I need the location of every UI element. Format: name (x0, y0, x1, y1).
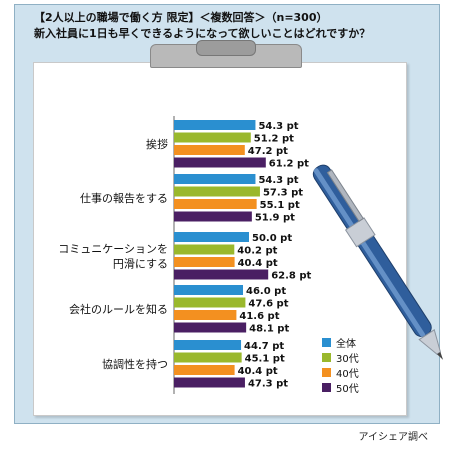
category-label-reporting: 仕事の報告をする (80, 192, 168, 205)
bar-greeting-overall (174, 120, 256, 130)
value-label-company-rules-50s: 48.1 pt (249, 324, 289, 335)
bar-communication-40s (174, 257, 235, 267)
legend-item-overall: 全体 (322, 335, 359, 350)
bar-cooperation-30s (174, 352, 242, 363)
bar-reporting-30s (174, 186, 260, 197)
bar-company-rules-50s (174, 322, 247, 333)
legend-label-40s: 40代 (336, 369, 359, 380)
value-label-reporting-overall: 54.3 pt (258, 175, 298, 186)
bar-greeting-30s (174, 132, 251, 143)
value-label-communication-40s: 40.4 pt (238, 258, 278, 269)
category-label-communication-line1: コミュニケーションを (58, 243, 168, 256)
chart-legend: 全体 30代 40代 50代 (322, 335, 359, 395)
value-label-communication-30s: 40.2 pt (237, 246, 277, 257)
value-label-reporting-50s: 51.9 pt (255, 213, 295, 224)
bar-cooperation-40s (174, 365, 235, 375)
value-label-greeting-40s: 47.2 pt (248, 146, 288, 157)
legend-swatch-30s (322, 353, 331, 362)
value-label-greeting-50s: 61.2 pt (269, 159, 309, 170)
bar-reporting-40s (174, 199, 257, 209)
value-label-greeting-30s: 51.2 pt (254, 134, 294, 145)
legend-swatch-overall (322, 338, 331, 347)
bar-cooperation-overall (174, 340, 242, 350)
value-label-reporting-40s: 55.1 pt (260, 200, 300, 211)
legend-item-50s: 50代 (322, 380, 359, 395)
category-label-communication-line2: 円滑にする (113, 258, 168, 271)
legend-swatch-40s (322, 368, 331, 377)
bar-greeting-40s (174, 145, 245, 155)
category-label-greeting: 挨拶 (146, 137, 168, 151)
category-label-cooperation: 協調性を持つ (102, 357, 168, 371)
value-label-company-rules-30s: 47.6 pt (248, 299, 288, 310)
legend-item-40s: 40代 (322, 365, 359, 380)
value-label-greeting-overall: 54.3 pt (258, 121, 298, 132)
bar-reporting-50s (174, 211, 252, 222)
legend-label-50s: 50代 (336, 384, 359, 395)
value-label-communication-50s: 62.8 pt (271, 271, 311, 282)
legend-label-overall: 全体 (336, 339, 356, 350)
bar-communication-50s (174, 269, 269, 280)
bar-greeting-50s (174, 157, 266, 168)
bar-cooperation-50s (174, 377, 245, 388)
value-label-company-rules-40s: 41.6 pt (239, 311, 279, 322)
value-label-cooperation-50s: 47.3 pt (248, 379, 288, 390)
chart-title-line1: 【2人以上の職場で働く方 限定】＜複数回答＞（n=300） (34, 11, 328, 24)
value-label-communication-overall: 50.0 pt (252, 233, 292, 244)
bar-communication-30s (174, 244, 235, 255)
source-credit: アイシェア調べ (358, 432, 429, 443)
bar-company-rules-overall (174, 285, 243, 295)
bar-reporting-overall (174, 174, 256, 184)
value-label-company-rules-overall: 46.0 pt (246, 286, 286, 297)
legend-swatch-50s (322, 383, 331, 392)
value-label-cooperation-overall: 44.7 pt (244, 341, 284, 352)
value-label-reporting-30s: 57.3 pt (263, 188, 303, 199)
bar-communication-overall (174, 232, 249, 242)
legend-label-30s: 30代 (336, 354, 359, 365)
bar-company-rules-30s (174, 297, 246, 308)
clipboard-clip-top (196, 40, 256, 56)
legend-item-30s: 30代 (322, 350, 359, 365)
chart-title-line2: 新入社員に1日も早くできるようになって欲しいことはどれですか？ (34, 27, 371, 40)
value-label-cooperation-40s: 40.4 pt (238, 366, 278, 377)
bar-company-rules-40s (174, 310, 237, 320)
category-label-company-rules: 会社のルールを知る (69, 302, 168, 316)
value-label-cooperation-30s: 45.1 pt (245, 354, 285, 365)
